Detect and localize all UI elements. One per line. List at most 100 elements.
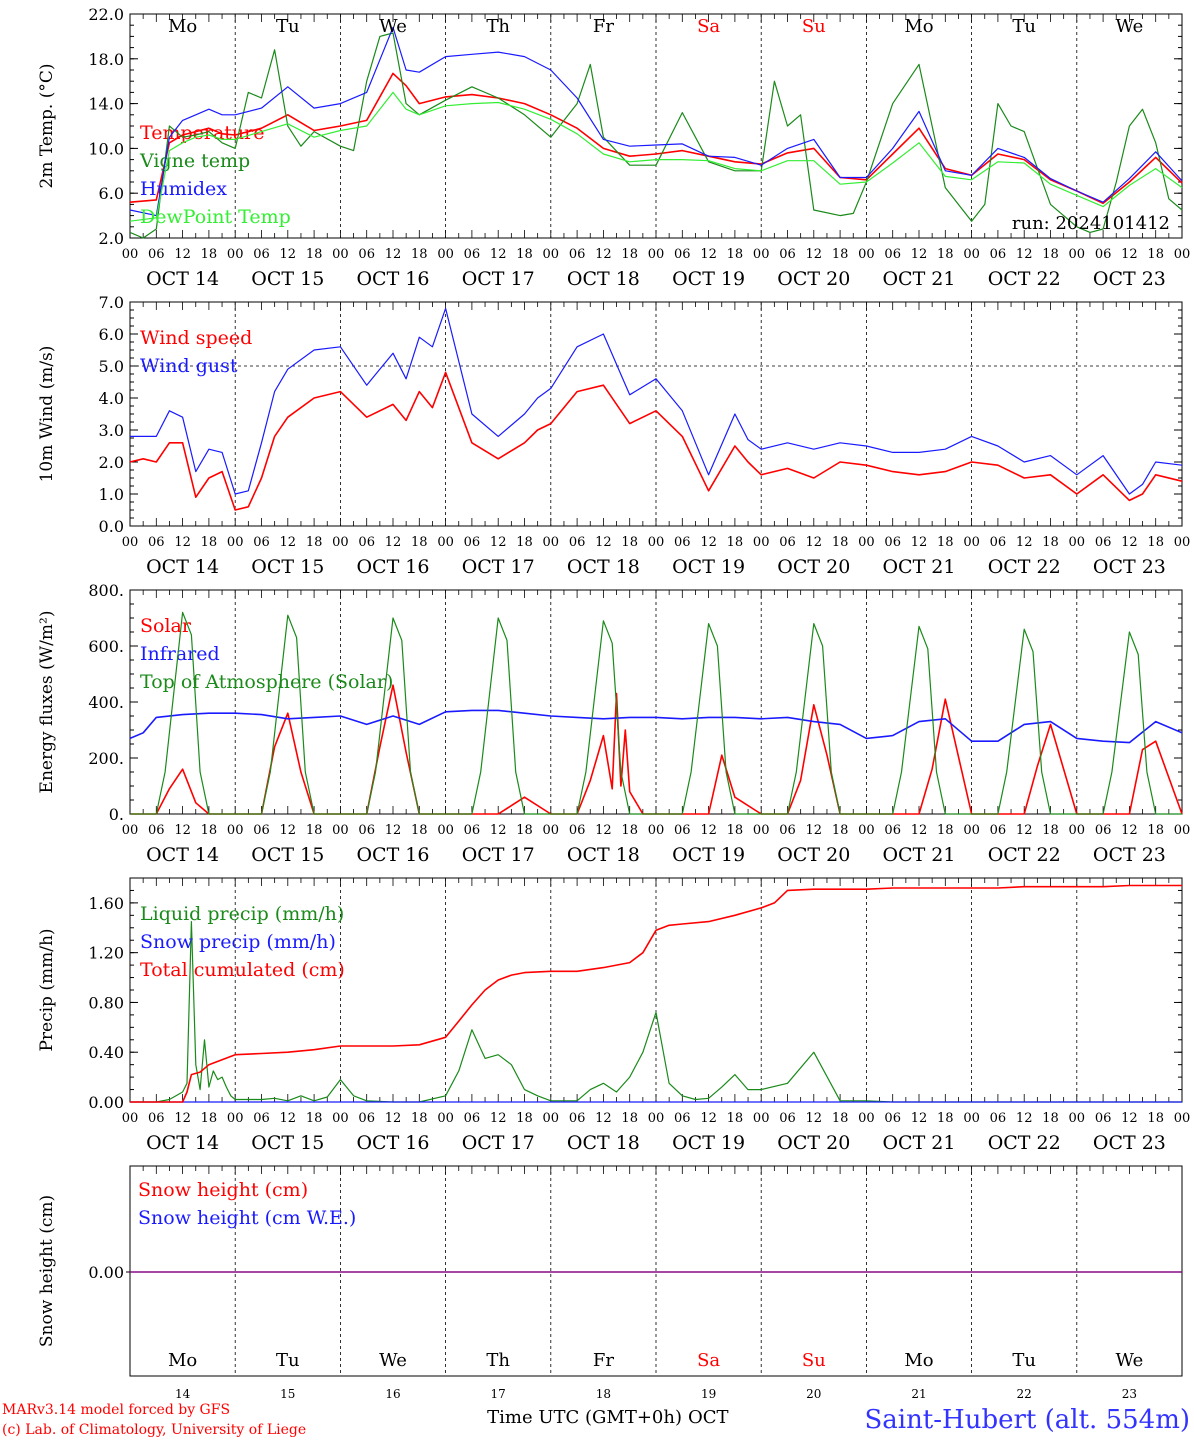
date-label: OCT 21 [882, 556, 955, 578]
bottom-day-number: 22 [1017, 1387, 1032, 1401]
day-name-top: Mo [904, 16, 933, 37]
legend-entry: DewPoint Temp [140, 206, 291, 228]
hour-tick-label: 18 [306, 823, 323, 838]
date-label: OCT 17 [462, 844, 535, 866]
hour-tick-label: 06 [674, 1111, 691, 1126]
y-tick-label: 5.0 [99, 357, 124, 376]
hour-tick-label: 00 [1174, 535, 1191, 550]
hour-tick-label: 00 [648, 823, 665, 838]
day-name-top: We [379, 16, 407, 37]
date-label: OCT 18 [567, 844, 640, 866]
hour-tick-label: 18 [937, 823, 954, 838]
hour-tick-label: 00 [753, 1111, 770, 1126]
hour-tick-label: 06 [990, 823, 1007, 838]
hour-tick-label: 12 [806, 247, 823, 262]
hour-tick-label: 12 [280, 535, 297, 550]
hour-tick-label: 18 [306, 247, 323, 262]
hour-tick-label: 00 [1069, 247, 1086, 262]
date-label: OCT 20 [777, 844, 850, 866]
hour-tick-label: 06 [464, 535, 481, 550]
hour-tick-label: 00 [437, 535, 454, 550]
y-tick-label: 400. [88, 693, 124, 712]
day-name-top: Sa [697, 16, 720, 37]
date-label: OCT 18 [567, 1132, 640, 1154]
y-axis-label: 10m Wind (m/s) [37, 346, 57, 483]
date-label: OCT 22 [988, 844, 1061, 866]
hour-tick-label: 06 [674, 535, 691, 550]
day-name-bottom: Su [802, 1350, 826, 1371]
hour-tick-label: 00 [753, 247, 770, 262]
hour-tick-label: 06 [779, 535, 796, 550]
hour-tick-label: 12 [595, 823, 612, 838]
y-tick-label: 600. [88, 637, 124, 656]
date-label: OCT 22 [988, 556, 1061, 578]
footer-credit: (c) Lab. of Climatology, University of L… [2, 1422, 306, 1438]
hour-tick-label: 18 [516, 823, 533, 838]
hour-tick-label: 06 [358, 535, 375, 550]
y-tick-label: 2.0 [99, 229, 124, 248]
hour-tick-label: 18 [937, 247, 954, 262]
hour-tick-label: 18 [306, 1111, 323, 1126]
hour-tick-label: 18 [727, 535, 744, 550]
hour-tick-label: 06 [779, 823, 796, 838]
hour-tick-label: 18 [411, 535, 428, 550]
y-tick-label: 200. [88, 749, 124, 768]
date-label: OCT 18 [567, 268, 640, 290]
date-label: OCT 19 [672, 556, 745, 578]
hour-tick-label: 12 [174, 1111, 191, 1126]
hour-tick-label: 12 [1016, 535, 1033, 550]
bottom-day-number: 15 [280, 1387, 295, 1401]
date-label: OCT 15 [251, 556, 324, 578]
hour-tick-label: 18 [1042, 247, 1059, 262]
day-name-top: Th [486, 16, 510, 37]
series-line-vigne-temp [129, 32, 1183, 239]
hour-tick-label: 06 [464, 1111, 481, 1126]
hour-tick-label: 12 [806, 535, 823, 550]
legend-entry: Total cumulated (cm) [140, 959, 345, 981]
hour-tick-label: 12 [490, 535, 507, 550]
hour-tick-label: 18 [201, 1111, 218, 1126]
station-title: Saint-Hubert (alt. 554m) [864, 1405, 1190, 1435]
plot-frame-1 [129, 301, 1183, 527]
y-tick-label: 2.0 [99, 453, 124, 472]
hour-tick-label: 12 [280, 1111, 297, 1126]
hour-tick-label: 00 [332, 1111, 349, 1126]
y-tick-label: 0. [109, 805, 124, 824]
y-tick-label: 6.0 [99, 325, 124, 344]
hour-tick-label: 06 [148, 535, 165, 550]
hour-tick-label: 06 [779, 1111, 796, 1126]
date-label: OCT 15 [251, 268, 324, 290]
hour-tick-label: 18 [1147, 1111, 1164, 1126]
y-tick-label: 800. [88, 581, 124, 600]
hour-tick-label: 18 [201, 823, 218, 838]
day-name-bottom: Fr [593, 1350, 614, 1371]
hour-tick-label: 12 [700, 823, 717, 838]
y-tick-label: 1.20 [88, 944, 124, 963]
date-label: OCT 17 [462, 1132, 535, 1154]
hour-tick-label: 06 [1095, 535, 1112, 550]
hour-tick-label: 18 [411, 823, 428, 838]
day-name-bottom: Tu [1012, 1350, 1036, 1371]
hour-tick-label: 00 [963, 247, 980, 262]
hour-tick-label: 12 [1121, 823, 1138, 838]
bottom-day-number: 20 [806, 1387, 821, 1401]
hour-tick-label: 18 [832, 823, 849, 838]
hour-tick-label: 00 [753, 535, 770, 550]
hour-tick-label: 12 [280, 823, 297, 838]
hour-tick-label: 00 [543, 535, 560, 550]
bottom-day-number: 18 [596, 1387, 611, 1401]
hour-tick-label: 06 [1095, 823, 1112, 838]
hour-tick-label: 12 [911, 247, 928, 262]
x-axis-title: Time UTC (GMT+0h) [487, 1407, 682, 1428]
day-name-top: We [1116, 16, 1144, 37]
day-name-bottom: Mo [168, 1350, 197, 1371]
legend-entry: Wind gust [140, 355, 238, 377]
hour-tick-label: 06 [358, 823, 375, 838]
hour-tick-label: 18 [411, 247, 428, 262]
date-label: OCT 16 [356, 268, 429, 290]
hour-tick-label: 12 [595, 535, 612, 550]
y-tick-label: 7.0 [99, 293, 124, 312]
hour-tick-label: 06 [358, 1111, 375, 1126]
date-label: OCT 15 [251, 844, 324, 866]
hour-tick-label: 00 [858, 535, 875, 550]
